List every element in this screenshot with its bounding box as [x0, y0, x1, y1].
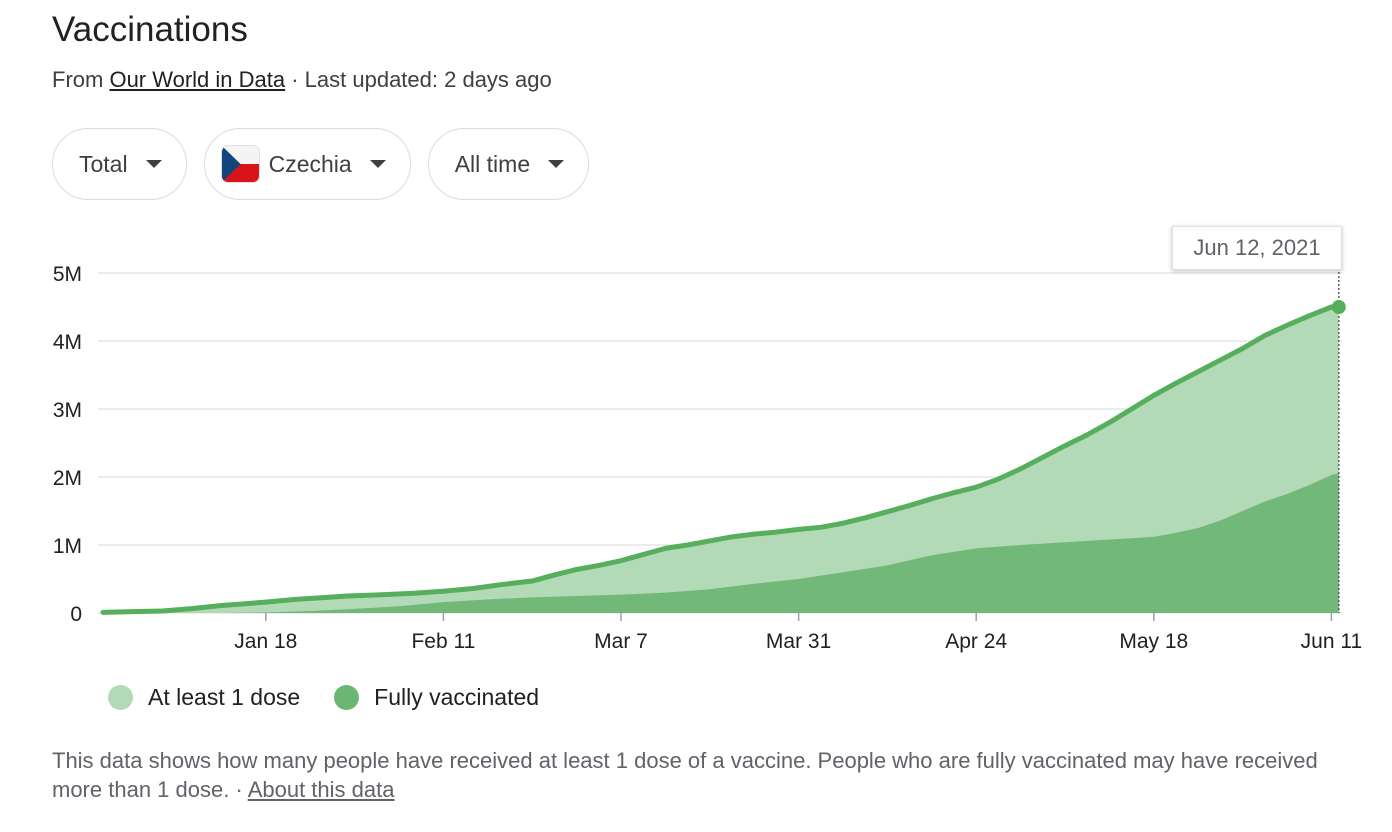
hover-date-tooltip: Jun 12, 2021: [1172, 226, 1342, 270]
x-tick-label: Feb 11: [411, 630, 475, 653]
series-area-first-dose: [103, 307, 1339, 613]
country-dropdown[interactable]: Czechia: [203, 128, 411, 200]
x-tick-label: Jun 11: [1301, 630, 1363, 653]
data-note-separator: ·: [235, 777, 243, 802]
last-updated: · Last updated: 2 days ago: [291, 67, 552, 92]
legend-swatch-fully-vaccinated: [334, 685, 360, 710]
x-tick-label: Mar 7: [594, 630, 648, 653]
y-tick-label: 2M: [53, 467, 82, 490]
legend-item-first-dose: At least 1 dose: [108, 684, 300, 711]
hover-marker-layer: [1331, 268, 1346, 613]
y-tick-label: 1M: [53, 535, 82, 558]
caret-down-icon: [145, 160, 162, 168]
data-note: This data shows how many people have rec…: [52, 746, 1362, 804]
y-axis-ticks: 0 1M 2M 3M 4M 5M: [53, 263, 82, 626]
caret-down-icon: [369, 160, 386, 168]
legend-label-fully-vaccinated: Fully vaccinated: [374, 684, 540, 710]
legend-label-first-dose: At least 1 dose: [148, 684, 301, 710]
y-tick-label: 3M: [53, 399, 82, 422]
area-layer: [100, 304, 1342, 615]
time-range-dropdown-label: All time: [454, 150, 531, 177]
about-data-link[interactable]: About this data: [247, 777, 395, 802]
x-tick-label: Mar 31: [766, 630, 831, 653]
filter-bar: Total Czechia All time: [52, 128, 590, 200]
page-title: Vaccinations: [52, 10, 248, 49]
series-line-first-dose: [100, 304, 1342, 615]
y-tick-label: 4M: [53, 331, 82, 354]
country-dropdown-label: Czechia: [268, 150, 352, 177]
x-axis-ticks: Jan 18 Feb 11 Mar 7 Mar 31 Apr 24 May 18 Jun 1…: [234, 613, 1362, 653]
source-prefix: From: [52, 67, 104, 92]
x-tick-label: May 18: [1119, 630, 1188, 653]
x-tick-label: Jan 18: [234, 630, 297, 653]
caret-down-icon: [548, 160, 565, 168]
source-line: From Our World in Data · Last updated: 2…: [52, 64, 552, 96]
time-range-dropdown[interactable]: All time: [427, 128, 590, 200]
legend-swatch-first-dose: [108, 685, 133, 710]
source-link[interactable]: Our World in Data: [109, 67, 286, 92]
y-tick-label: 5M: [53, 263, 82, 286]
vaccination-chart[interactable]: 0 1M 2M 3M 4M 5M Jan 18 Feb 11 Mar 7 Mar 31 Apr 2…: [0, 220, 1392, 660]
metric-dropdown-label: Total: [79, 150, 128, 177]
metric-dropdown[interactable]: Total: [52, 128, 187, 200]
x-tick-label: Apr 24: [945, 630, 1007, 653]
series-area-fully-vaccinated: [103, 472, 1339, 613]
chart-legend: At least 1 dose Fully vaccinated: [108, 684, 573, 711]
data-note-text: This data shows how many people have rec…: [52, 748, 1318, 802]
hover-point: [1331, 300, 1346, 314]
y-tick-label: 0: [70, 603, 82, 626]
czech-flag-icon: [221, 146, 259, 182]
legend-item-fully-vaccinated: Fully vaccinated: [334, 684, 539, 711]
